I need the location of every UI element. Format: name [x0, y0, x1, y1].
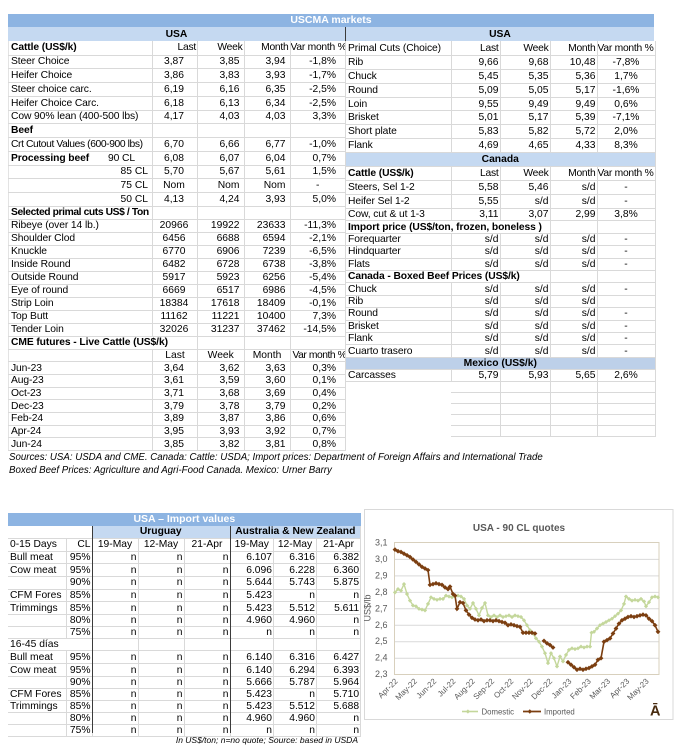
- svg-text:2,3: 2,3: [375, 669, 388, 679]
- svg-text:2,6: 2,6: [375, 620, 388, 630]
- svg-text:US$/lb: US$/lb: [364, 594, 373, 621]
- svg-text:Domestic: Domestic: [482, 707, 515, 716]
- svg-text:3,1: 3,1: [375, 538, 388, 548]
- svg-text:2,4: 2,4: [375, 653, 388, 663]
- svg-text:2,5: 2,5: [375, 636, 388, 646]
- svg-text:2,8: 2,8: [375, 587, 388, 597]
- svg-text:Ā: Ā: [650, 703, 661, 720]
- svg-text:2,7: 2,7: [375, 603, 388, 613]
- svg-text:2,9: 2,9: [375, 570, 388, 580]
- svg-text:Imported: Imported: [544, 707, 575, 716]
- svg-text:USA - 90 CL quotes: USA - 90 CL quotes: [473, 523, 566, 534]
- svg-text:3,0: 3,0: [375, 554, 388, 564]
